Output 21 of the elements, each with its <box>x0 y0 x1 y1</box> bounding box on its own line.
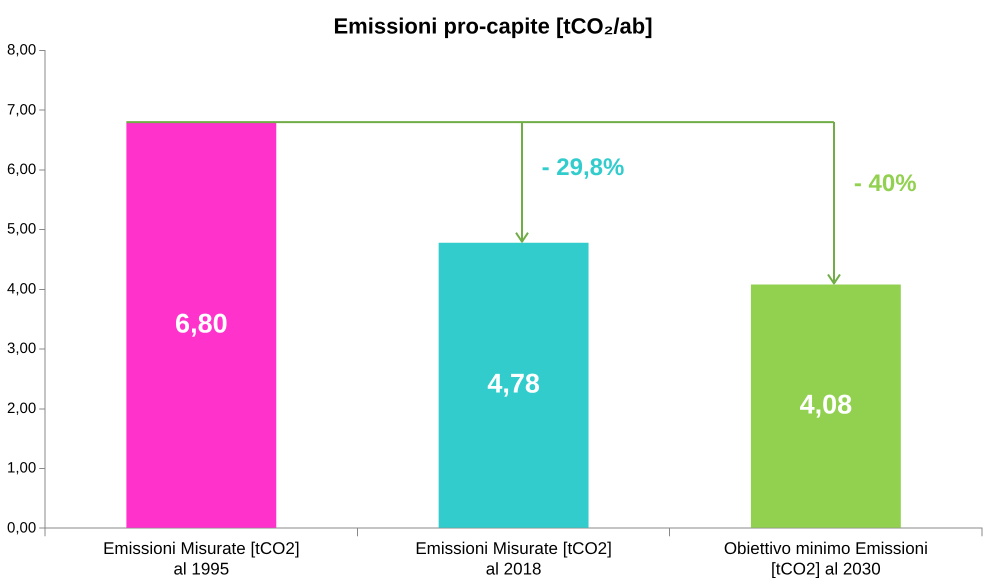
y-tick-label: 3,00 <box>6 340 36 358</box>
y-tick-label: 7,00 <box>6 101 36 118</box>
data-label: 4,78 <box>487 368 540 399</box>
y-tick-label: 4,00 <box>6 280 36 298</box>
data-label: 4,08 <box>800 390 852 420</box>
annotation: - 40% <box>854 170 917 198</box>
x-tick-label: Emissioni Misurate [tCO2] al 2018 <box>415 539 612 578</box>
x-tick-label: Emissioni Misurate [tCO2] al 1995 <box>103 539 300 578</box>
y-tick-label: 6,00 <box>6 160 36 178</box>
y-tick-label: 1,00 <box>6 460 36 477</box>
chart-title: Emissioni pro-capite [tCO₂/ab] <box>333 13 653 38</box>
x-tick-label: Obiettivo minimo Emissioni [tCO2] al 2030 <box>724 539 928 578</box>
y-tick-label: 2,00 <box>6 400 36 417</box>
bar <box>438 242 589 528</box>
y-tick-label: 8,00 <box>6 42 36 59</box>
data-label: 6,80 <box>175 308 228 338</box>
bar <box>750 284 901 528</box>
y-tick-label: 5,00 <box>6 220 36 238</box>
y-tick-label: 0,00 <box>6 519 36 536</box>
bar <box>126 122 276 528</box>
annotation: - 29,8% <box>542 154 624 182</box>
